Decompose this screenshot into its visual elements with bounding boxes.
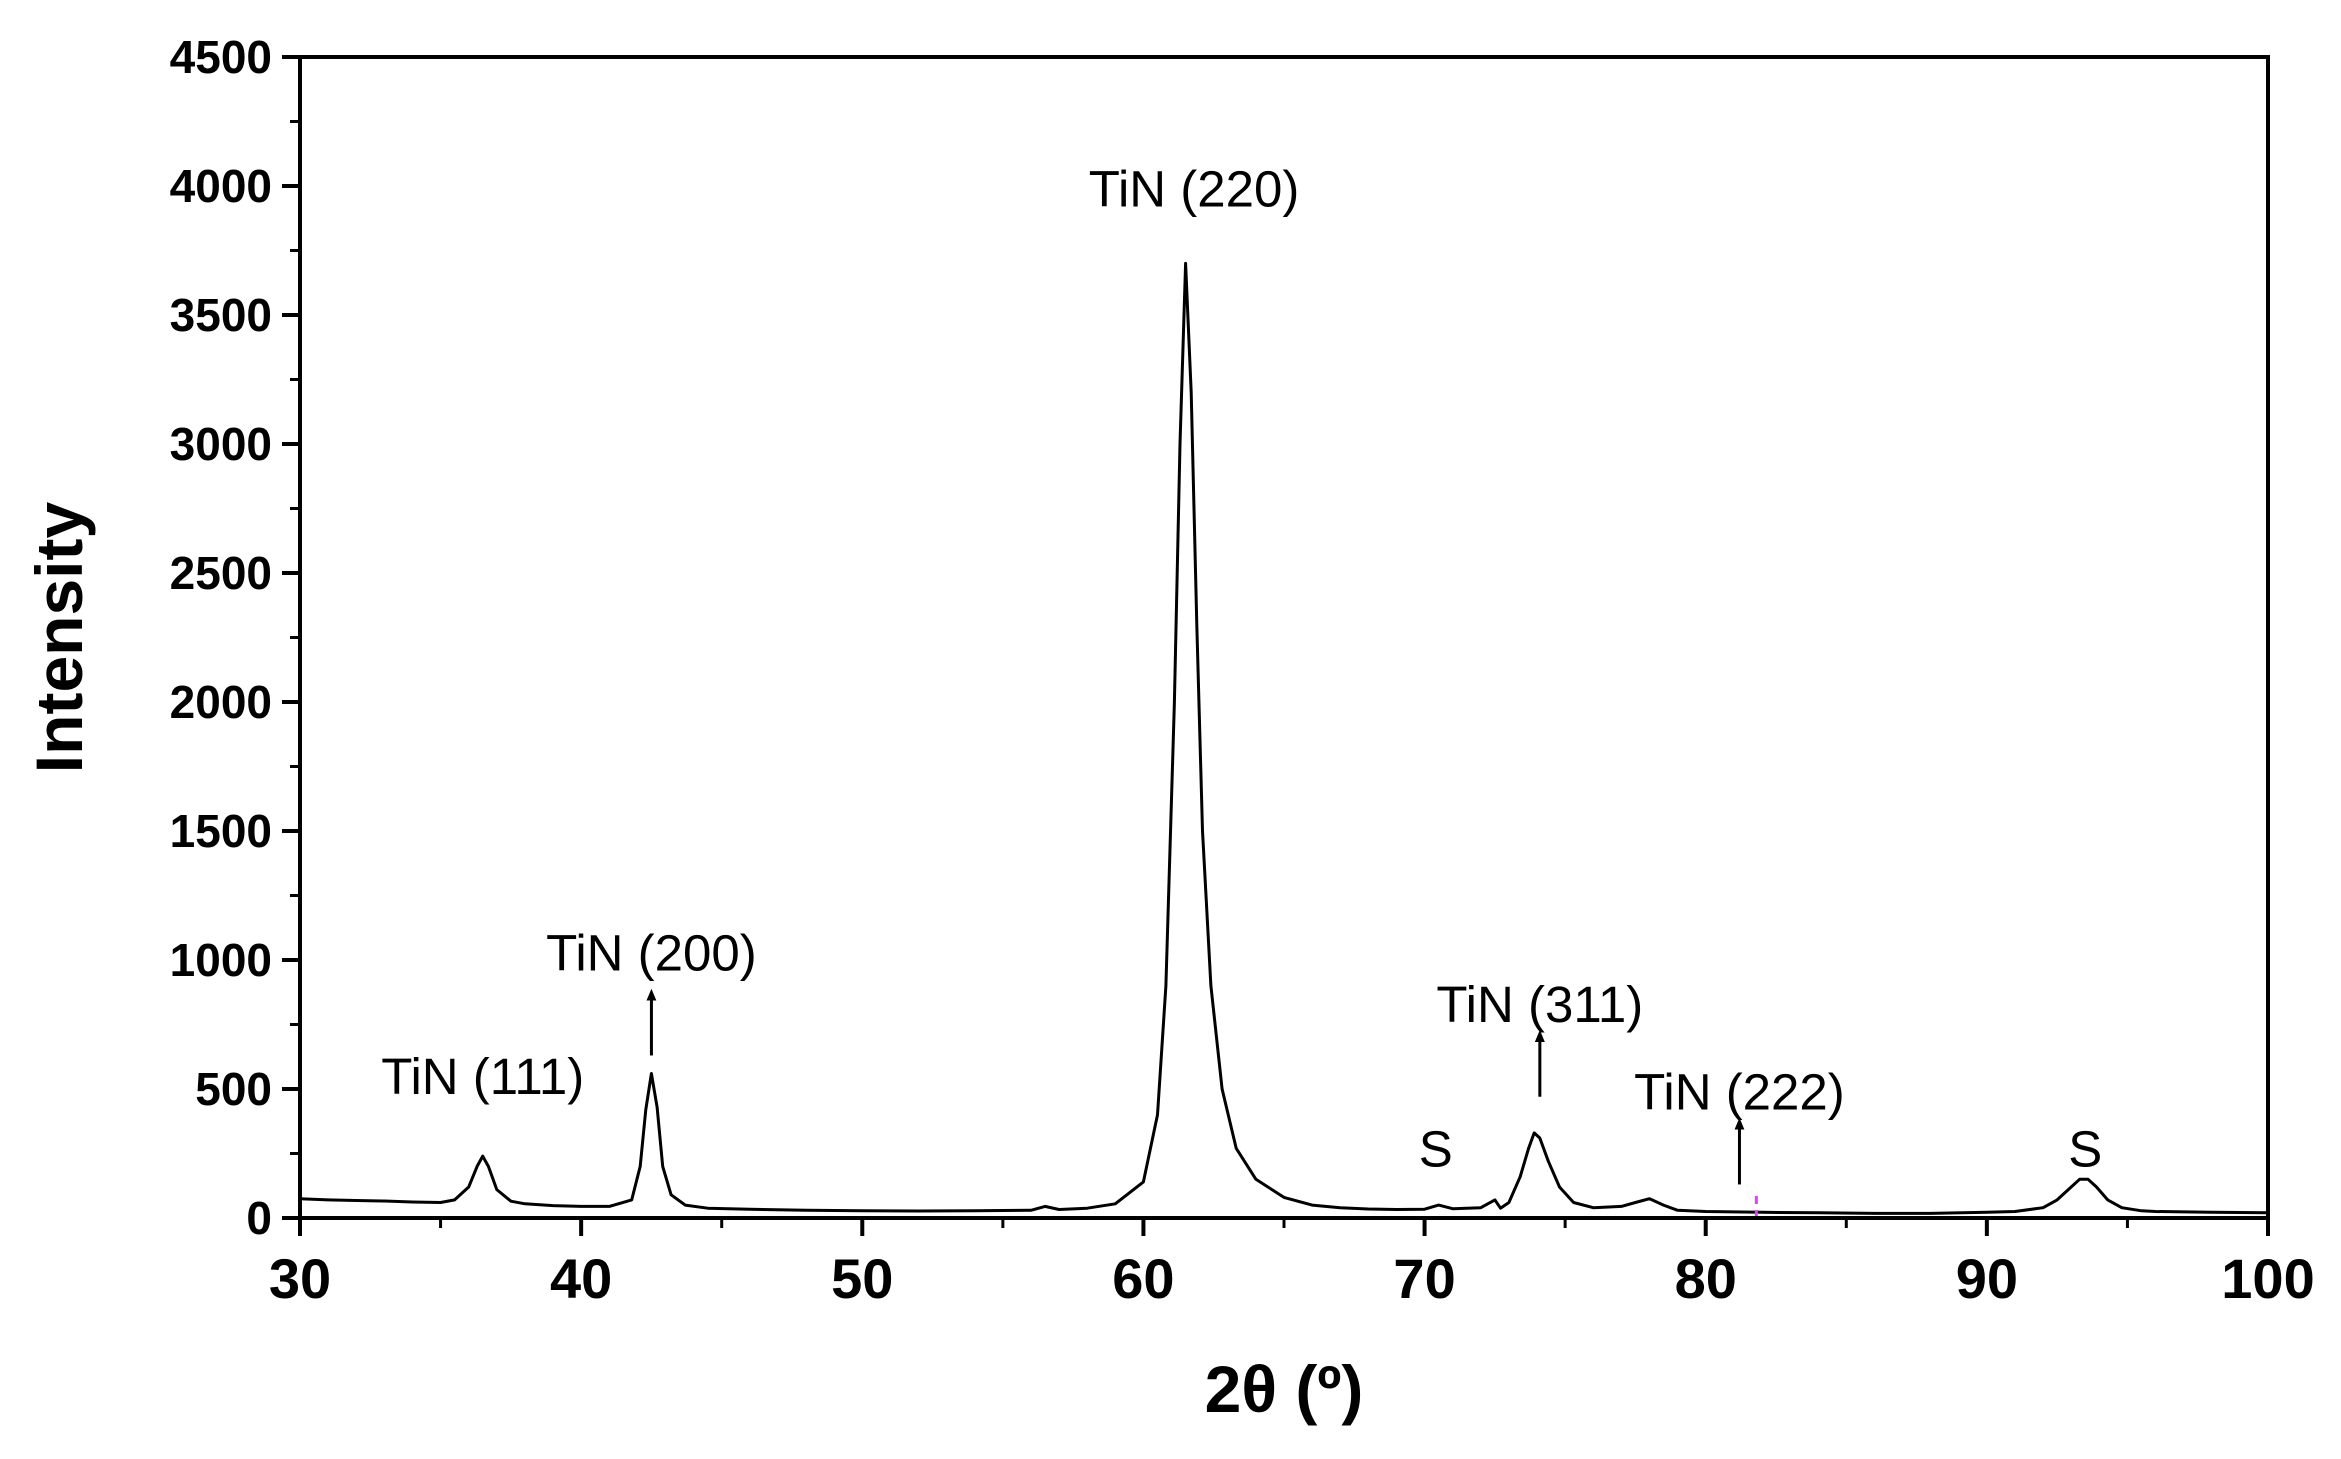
peak-label: TiN (200) bbox=[546, 924, 757, 981]
x-tick-label: 70 bbox=[1393, 1247, 1455, 1310]
xrd-pattern-line bbox=[299, 261, 2269, 1215]
x-tick-label: 40 bbox=[550, 1247, 612, 1310]
y-tick-label: 4000 bbox=[170, 160, 272, 212]
x-tick-label: 60 bbox=[1112, 1247, 1174, 1310]
peak-label: TiN (111) bbox=[381, 1048, 584, 1105]
y-tick-label: 0 bbox=[246, 1192, 272, 1244]
y-tick-label: 1000 bbox=[170, 934, 272, 986]
y-tick-label: 4500 bbox=[170, 31, 272, 83]
peak-label: TiN (311) bbox=[1436, 976, 1643, 1033]
peak-label: S bbox=[1419, 1120, 1453, 1177]
x-axis-label: 2θ (º) bbox=[1205, 1352, 1364, 1426]
y-tick-label: 3500 bbox=[170, 289, 272, 341]
y-axis-label: Intensity bbox=[22, 502, 96, 774]
x-tick-label: 80 bbox=[1675, 1247, 1737, 1310]
peak-label: TiN (222) bbox=[1634, 1064, 1845, 1121]
y-tick-label: 2000 bbox=[170, 676, 272, 728]
peak-label: TiN (220) bbox=[1089, 161, 1300, 218]
x-tick-label: 50 bbox=[831, 1247, 893, 1310]
tick-labels: 30 40 50 60 70 80 90 10005001000150020002500300… bbox=[170, 31, 2315, 1310]
y-tick-label: 1500 bbox=[170, 805, 272, 857]
plot-frame bbox=[298, 55, 2270, 1220]
y-tick-label: 2500 bbox=[170, 547, 272, 599]
x-tick-label: 90 bbox=[1956, 1247, 2018, 1310]
x-tick-label: 100 bbox=[2221, 1247, 2314, 1310]
y-tick-label: 3000 bbox=[170, 418, 272, 470]
peak-label: S bbox=[2068, 1120, 2102, 1177]
peak-annotations: TiN (111) TiN (200) TiN (220) S TiN (311) TiN… bbox=[381, 161, 2102, 1185]
y-tick-label: 500 bbox=[195, 1063, 272, 1115]
x-tick-label: 30 bbox=[269, 1247, 331, 1310]
